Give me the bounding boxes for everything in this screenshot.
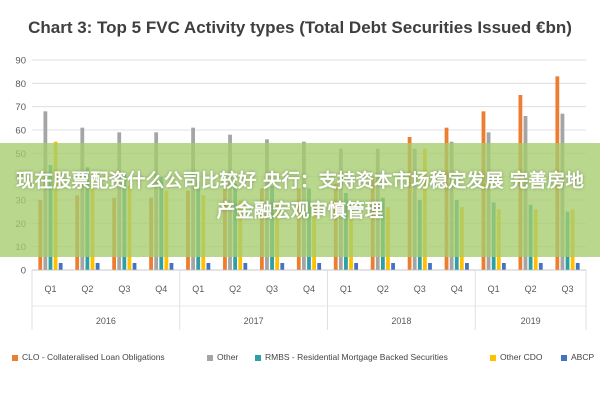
x-tick-label: Q4 [303,284,315,294]
legend-item: ABCP [561,352,594,362]
legend-label: RMBS - Residential Mortgage Backed Secur… [265,352,448,362]
legend-swatch [490,354,496,361]
year-label: 2019 [521,316,541,326]
x-tick-label: Q2 [81,284,93,294]
x-tick-label: Q3 [562,284,574,294]
bar [428,263,432,270]
x-tick-label: Q4 [451,284,463,294]
x-tick-label: Q3 [118,284,130,294]
x-tick-label: Q2 [377,284,389,294]
legend-item: CLO - Collateralised Loan Obligations [12,352,165,362]
bar [58,263,63,270]
x-tick-label: Q1 [488,284,500,294]
bar [243,263,248,270]
x-tick-label: Q4 [155,284,167,294]
bar [465,263,469,270]
legend-label: Other CDO [500,352,543,362]
year-label: 2018 [391,316,411,326]
bar [317,263,322,270]
x-tick-label: Q1 [340,284,352,294]
x-tick-label: Q3 [266,284,278,294]
overlay-banner [0,143,600,257]
legend-label: Other [217,352,239,362]
bar [575,263,580,270]
x-tick-label: Q2 [525,284,537,294]
legend-item: Other [207,352,238,362]
bar [169,263,174,270]
y-tick-label: 80 [15,79,26,90]
legend-label: CLO - Collateralised Loan Obligations [22,352,165,362]
legend-swatch [561,354,567,361]
y-tick-label: 70 [15,102,26,113]
bar [280,263,285,270]
overlay-banner-text: 现在股票配资什么公司比较好 央行：支持资本市场稳定发展 完善房地产金融宏观审慎管… [16,171,584,222]
bar [391,263,395,270]
y-tick-label: 60 [15,126,26,137]
legend-swatch [255,354,261,361]
legend-swatch [12,354,18,361]
legend-item: Other CDO [490,352,543,362]
y-tick-label: 0 [21,266,26,277]
chart-title: Chart 3: Top 5 FVC Activity types (Total… [28,18,572,37]
x-tick-label: Q1 [44,284,56,294]
legend-label: ABCP [571,352,595,362]
bar [132,263,137,270]
legend-item: RMBS - Residential Mortgage Backed Secur… [255,352,448,362]
x-tick-label: Q2 [229,284,241,294]
legend-swatch [207,354,213,361]
x-tick-label: Q3 [414,284,426,294]
bar [354,263,359,270]
year-label: 2017 [244,316,264,326]
bar [538,263,543,270]
bar [501,263,506,270]
bar [206,263,211,270]
x-tick-label: Q1 [192,284,204,294]
chart-legend: CLO - Collateralised Loan Obligations Oth… [12,352,597,366]
y-tick-label: 90 [15,56,26,67]
bar [95,263,100,270]
year-label: 2016 [96,316,116,326]
